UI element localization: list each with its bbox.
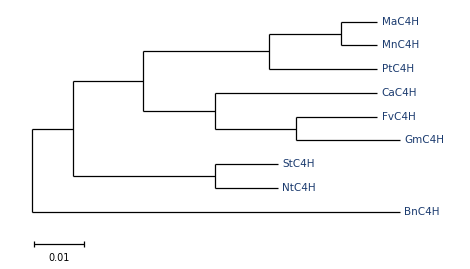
Text: MaC4H: MaC4H [382,17,419,27]
Text: GmC4H: GmC4H [404,135,444,146]
Text: CaC4H: CaC4H [382,88,417,98]
Text: PtC4H: PtC4H [382,64,414,74]
Text: BnC4H: BnC4H [404,207,439,217]
Text: 0.01: 0.01 [48,253,70,263]
Text: FvC4H: FvC4H [382,112,415,122]
Text: NtC4H: NtC4H [282,183,316,193]
Text: MnC4H: MnC4H [382,41,419,51]
Text: StC4H: StC4H [282,159,315,169]
